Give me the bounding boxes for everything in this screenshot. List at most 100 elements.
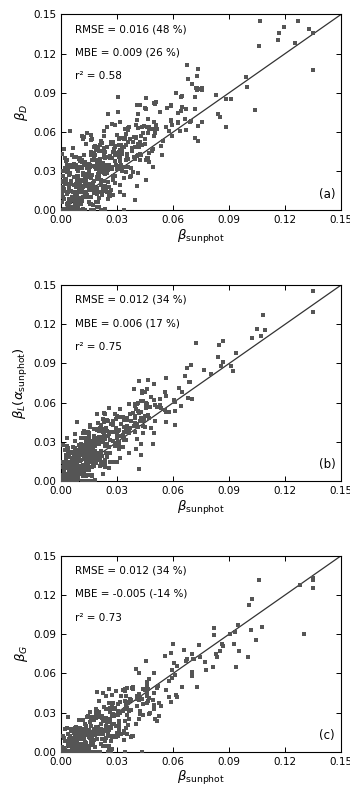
Point bbox=[68, 159, 73, 171]
Point bbox=[108, 706, 113, 718]
Point bbox=[178, 400, 184, 412]
Point bbox=[102, 459, 107, 472]
Point bbox=[93, 140, 98, 152]
Point bbox=[190, 653, 196, 665]
Point bbox=[77, 449, 83, 462]
Point bbox=[122, 745, 128, 758]
Point bbox=[63, 448, 68, 461]
Point bbox=[172, 405, 177, 418]
Point bbox=[83, 447, 89, 460]
Point bbox=[63, 155, 69, 167]
Point bbox=[65, 456, 71, 469]
Point bbox=[63, 475, 69, 488]
Point bbox=[69, 745, 75, 757]
Point bbox=[98, 155, 103, 167]
Point bbox=[65, 735, 71, 748]
Point bbox=[84, 167, 90, 180]
Point bbox=[257, 14, 263, 27]
Point bbox=[121, 171, 127, 184]
Point bbox=[88, 147, 94, 159]
Point bbox=[114, 726, 119, 739]
Point bbox=[90, 456, 96, 469]
Point bbox=[121, 434, 127, 446]
Point bbox=[84, 727, 90, 740]
Point bbox=[88, 726, 94, 739]
Point bbox=[122, 695, 128, 707]
Point bbox=[96, 438, 101, 450]
Point bbox=[74, 200, 79, 213]
Point bbox=[64, 475, 70, 488]
Point bbox=[69, 191, 75, 204]
Point bbox=[94, 185, 99, 197]
Point bbox=[135, 122, 141, 135]
Point bbox=[133, 426, 138, 439]
Point bbox=[70, 738, 75, 751]
Point bbox=[116, 726, 121, 739]
Point bbox=[82, 178, 88, 190]
Point bbox=[118, 144, 123, 156]
Point bbox=[112, 148, 117, 161]
Point bbox=[60, 175, 66, 188]
Point bbox=[139, 121, 145, 134]
Point bbox=[67, 446, 72, 459]
Point bbox=[163, 389, 169, 402]
Point bbox=[97, 422, 102, 435]
X-axis label: $\beta_{\mathregular{sunphot}}$: $\beta_{\mathregular{sunphot}}$ bbox=[177, 769, 225, 787]
Point bbox=[106, 682, 112, 695]
Point bbox=[104, 424, 110, 437]
Point bbox=[71, 201, 76, 214]
Point bbox=[262, 324, 267, 336]
Point bbox=[142, 386, 148, 399]
Point bbox=[81, 451, 86, 464]
Point bbox=[106, 401, 112, 414]
Point bbox=[86, 165, 91, 178]
Point bbox=[114, 409, 120, 422]
Point bbox=[148, 390, 154, 403]
Point bbox=[80, 741, 85, 753]
Point bbox=[130, 730, 136, 742]
Point bbox=[60, 469, 65, 481]
Point bbox=[83, 435, 89, 448]
Point bbox=[70, 469, 76, 482]
Point bbox=[91, 429, 96, 442]
Point bbox=[190, 648, 195, 661]
Point bbox=[62, 182, 67, 195]
Point bbox=[107, 715, 113, 728]
Point bbox=[64, 745, 70, 758]
Point bbox=[81, 446, 87, 459]
Point bbox=[84, 172, 89, 185]
Point bbox=[96, 431, 102, 444]
Point bbox=[189, 393, 195, 405]
Point bbox=[83, 461, 89, 473]
Point bbox=[143, 102, 149, 115]
Point bbox=[62, 468, 68, 481]
Point bbox=[79, 161, 85, 174]
Point bbox=[121, 141, 127, 154]
Point bbox=[88, 445, 93, 458]
Point bbox=[72, 428, 78, 441]
Point bbox=[78, 462, 84, 475]
Point bbox=[63, 164, 68, 177]
Point bbox=[106, 745, 111, 758]
Point bbox=[102, 432, 107, 445]
Point bbox=[112, 702, 117, 714]
Point bbox=[71, 204, 77, 216]
Point bbox=[85, 431, 90, 444]
Point bbox=[140, 683, 146, 695]
Point bbox=[91, 436, 96, 449]
Point bbox=[275, 33, 281, 46]
Point bbox=[228, 627, 233, 640]
Point bbox=[92, 711, 98, 724]
Point bbox=[71, 459, 77, 472]
Point bbox=[193, 132, 198, 144]
Point bbox=[71, 449, 77, 462]
Point bbox=[84, 162, 90, 174]
Point bbox=[117, 132, 122, 145]
Point bbox=[78, 161, 84, 174]
Point bbox=[70, 734, 76, 747]
Point bbox=[100, 687, 106, 699]
Point bbox=[118, 418, 124, 431]
Point bbox=[107, 712, 112, 725]
Point bbox=[87, 729, 93, 741]
Point bbox=[98, 737, 104, 750]
